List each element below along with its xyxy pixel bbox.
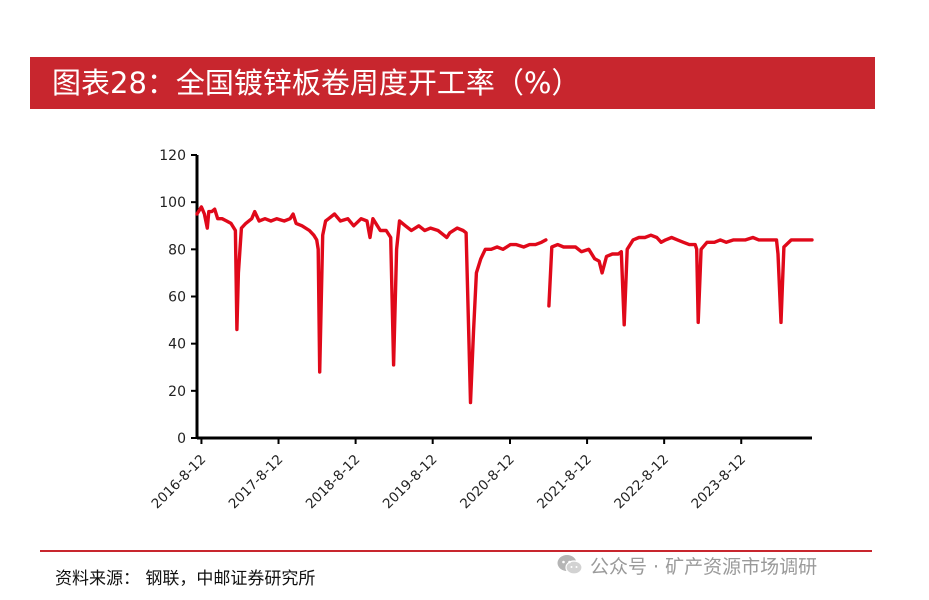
x-tick-label: 2017-8-12 — [226, 452, 287, 513]
source-note: 资料来源： 钢联，中邮证券研究所 — [55, 569, 316, 589]
y-tick-label: 80 — [168, 242, 186, 258]
title-bar: 图表28：全国镀锌板卷周度开工率（%） — [30, 57, 875, 109]
watermark: 公众号 · 矿产资源市场调研 — [556, 551, 817, 579]
series-line — [195, 205, 814, 405]
watermark-text: 公众号 · 矿产资源市场调研 — [590, 555, 818, 578]
chart-axes: 0 20 40 60 80 100 120 2016-8-12 2017-8-12 2018-8-… — [149, 148, 812, 512]
y-tick-label: 120 — [159, 148, 186, 164]
x-tick-label: 2020-8-12 — [457, 452, 518, 513]
y-tick-label: 0 — [177, 431, 186, 447]
y-tick-label: 40 — [168, 337, 186, 353]
y-tick-label: 100 — [159, 195, 186, 211]
x-tick-label: 2018-8-12 — [303, 452, 364, 513]
page-title: 图表28：全国镀锌板卷周度开工率（%） — [52, 66, 581, 100]
chart-series — [195, 205, 814, 405]
x-tick-label: 2023-8-12 — [688, 452, 749, 513]
wechat-icon — [557, 555, 583, 575]
x-tick-label: 2019-8-12 — [380, 452, 441, 513]
x-tick-label: 2022-8-12 — [611, 452, 672, 513]
x-tick-label: 2021-8-12 — [534, 452, 595, 513]
x-tick-label: 2016-8-12 — [149, 452, 210, 513]
footer-divider — [40, 550, 872, 552]
y-tick-label: 20 — [168, 384, 186, 400]
y-tick-label: 60 — [168, 290, 186, 306]
